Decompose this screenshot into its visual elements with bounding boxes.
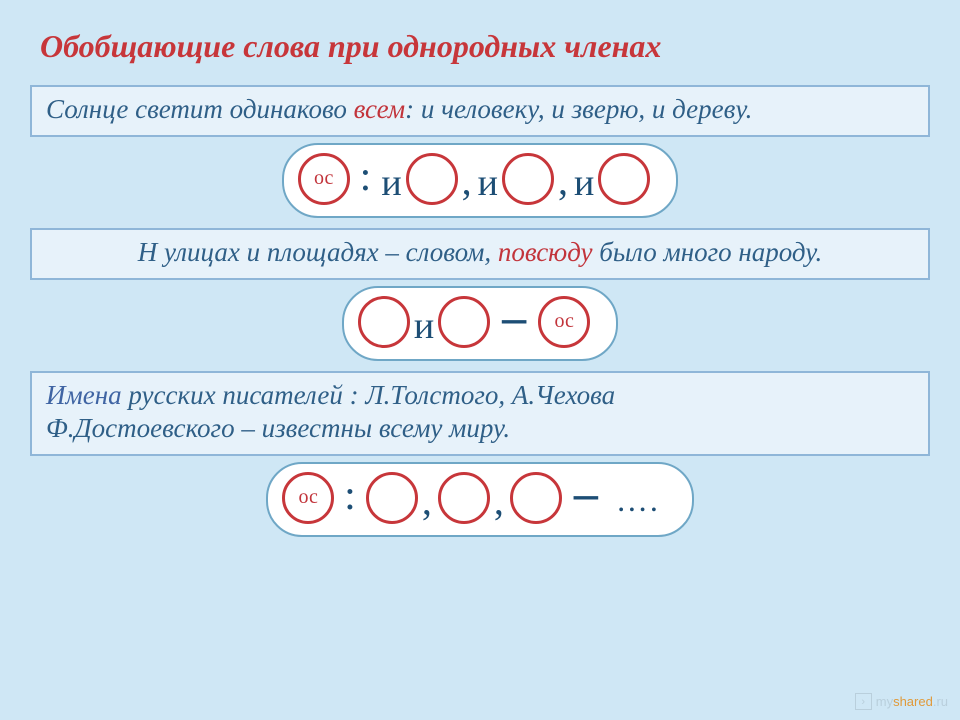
member-circle [502,153,554,205]
example-3-line2: Ф.Достоевского – известны всему миру. [46,413,510,443]
member-circle [366,472,418,524]
member-circle [358,296,410,348]
member-circle [598,153,650,205]
scheme-3-wrap: ос : , , – …. [0,462,960,537]
example-3-line1: русских писателей : Л.Толстого, А.Чехова [122,380,616,410]
general-word-circle: ос [298,153,350,205]
member-circle [406,153,458,205]
example-2-post: было много народу. [593,237,823,267]
member-circle [438,472,490,524]
general-word-circle: ос [282,472,334,524]
watermark-shared: shared [893,694,933,709]
comma-symbol: , [460,157,476,204]
comma-symbol: , [492,477,508,524]
general-word-circle: ос [538,296,590,348]
watermark-ru: .ru [933,694,948,709]
comma-symbol: , [556,157,572,204]
example-2-highlight: повсюду [498,237,593,267]
comma-symbol: , [420,477,436,524]
watermark-arrow-icon: › [855,693,872,710]
dash-symbol: – [492,294,536,342]
example-3-imena: Имена [46,380,122,410]
conj-i: и [476,161,500,205]
example-2-box: Н улицах и площадях – словом, повсюду бы… [30,228,930,280]
slide-title: Обобщающие слова при однородных членах [0,0,960,77]
conj-i: и [379,161,403,205]
example-1-highlight: всем [354,94,406,124]
example-2-pre: Н улицах и площадях – словом, [138,237,498,267]
example-1-post: : и человеку, и зверю, и дереву. [405,94,752,124]
example-1-box: Солнце светит одинаково всем: и человеку… [30,85,930,137]
member-circle [510,472,562,524]
conj-i: и [572,161,596,205]
scheme-3: ос : , , – …. [266,462,694,537]
dash-symbol: – [564,470,608,518]
colon-symbol: : [352,156,380,198]
scheme-1-wrap: ос : и , и , и [0,143,960,218]
scheme-1: ос : и , и , и [282,143,679,218]
ellipsis-symbol: …. [608,484,668,516]
oc-label: ос [554,310,573,333]
oc-label: ос [298,486,317,509]
example-1-pre: Солнце светит одинаково [46,94,354,124]
colon-symbol: : [336,475,364,517]
conj-i: и [412,304,436,348]
oc-label: ос [314,167,333,190]
member-circle [438,296,490,348]
watermark-my: my [876,694,893,709]
watermark: › myshared.ru [855,693,948,710]
scheme-2: и – ос [342,286,618,361]
example-3-box: Имена русских писателей : Л.Толстого, А.… [30,371,930,457]
scheme-2-wrap: и – ос [0,286,960,361]
